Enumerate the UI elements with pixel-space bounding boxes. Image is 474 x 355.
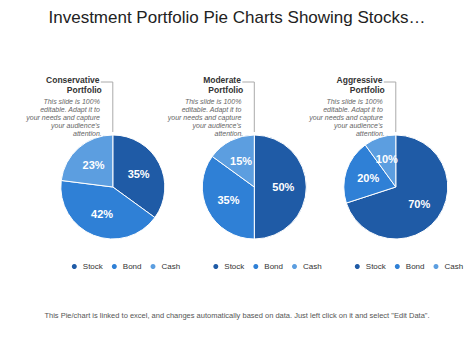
svg-text:your needs and capture: your needs and capture — [167, 114, 244, 122]
svg-text:35%: 35% — [217, 194, 239, 206]
svg-text:Portfolio: Portfolio — [350, 85, 385, 95]
svg-text:your audience's: your audience's — [333, 122, 385, 130]
svg-text:Cash: Cash — [162, 262, 181, 271]
svg-text:42%: 42% — [91, 208, 113, 220]
svg-text:50%: 50% — [272, 181, 294, 193]
svg-text:editable. Adapt it to: editable. Adapt it to — [40, 106, 102, 114]
svg-text:editable. Adapt it to: editable. Adapt it to — [182, 106, 244, 114]
svg-text:10%: 10% — [376, 153, 398, 165]
svg-text:Bond: Bond — [406, 262, 425, 271]
svg-text:Cash: Cash — [444, 262, 463, 271]
svg-text:23%: 23% — [83, 159, 105, 171]
svg-text:Portfolio: Portfolio — [208, 85, 243, 95]
svg-text:This slide is 100%: This slide is 100% — [43, 98, 101, 105]
svg-text:Cash: Cash — [303, 262, 322, 271]
svg-text:Portfolio: Portfolio — [67, 85, 102, 95]
svg-text:Bond: Bond — [264, 262, 283, 271]
svg-text:35%: 35% — [128, 168, 150, 180]
svg-text:20%: 20% — [357, 172, 379, 184]
svg-text:This slide is 100%: This slide is 100% — [326, 98, 384, 105]
svg-text:Bond: Bond — [123, 262, 142, 271]
svg-text:editable. Adapt it to: editable. Adapt it to — [323, 106, 385, 114]
svg-text:15%: 15% — [230, 155, 252, 167]
svg-text:attention.: attention. — [214, 130, 243, 137]
svg-text:Moderate: Moderate — [203, 75, 243, 85]
svg-text:Conservative: Conservative — [46, 75, 102, 85]
svg-text:This Pie/chart is linked to ex: This Pie/chart is linked to excel, and c… — [44, 311, 429, 320]
svg-text:This slide is 100%: This slide is 100% — [185, 98, 243, 105]
svg-text:Stock: Stock — [83, 262, 104, 271]
svg-text:Aggressive: Aggressive — [337, 75, 385, 85]
svg-text:70%: 70% — [408, 198, 430, 210]
svg-text:your needs and capture: your needs and capture — [25, 114, 102, 122]
svg-text:Stock: Stock — [224, 262, 245, 271]
svg-text:attention.: attention. — [73, 130, 102, 137]
svg-text:your needs and capture: your needs and capture — [308, 114, 385, 122]
svg-text:Stock: Stock — [366, 262, 387, 271]
svg-text:Investment Portfolio Pie Chart: Investment Portfolio Pie Charts Showing … — [49, 8, 426, 27]
svg-text:your audience's: your audience's — [192, 122, 244, 130]
svg-text:attention.: attention. — [356, 130, 385, 137]
svg-text:your audience's: your audience's — [50, 122, 102, 130]
